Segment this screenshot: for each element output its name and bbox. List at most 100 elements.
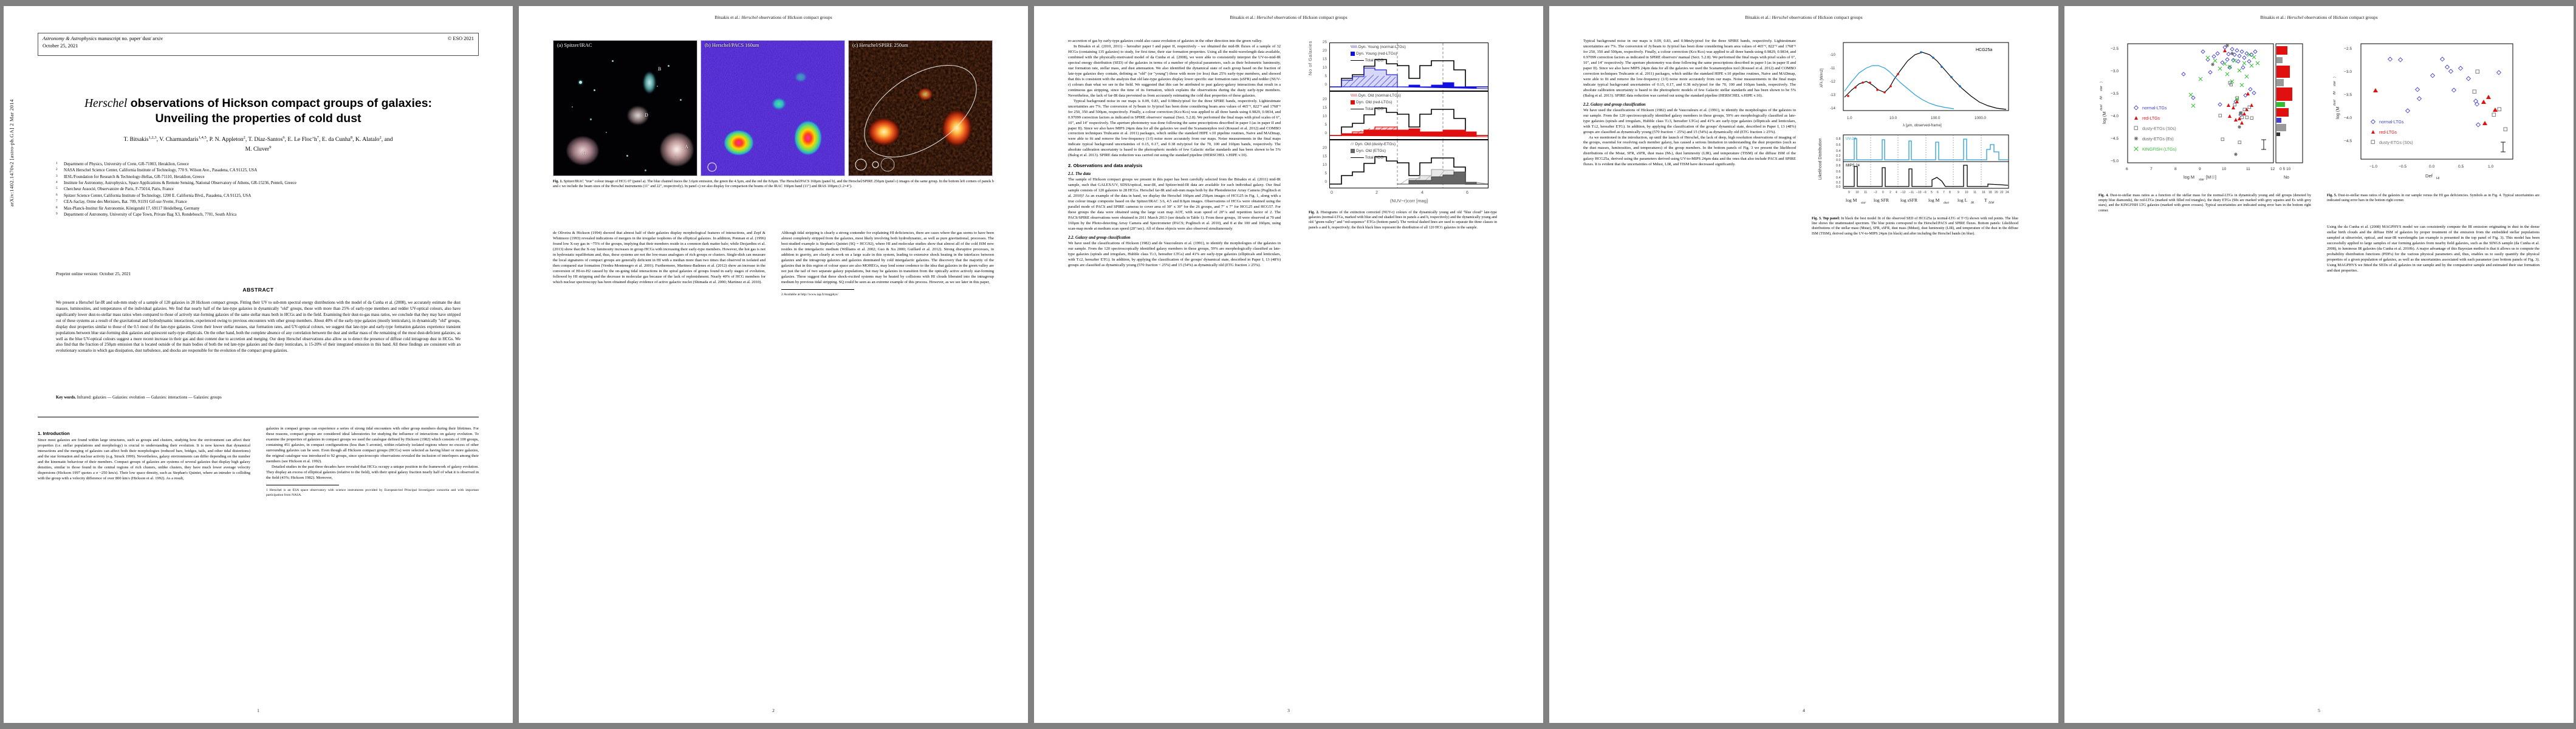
panel-label: (b) Herschel/PACS 160um <box>705 43 759 48</box>
svg-text:−1.0: −1.0 <box>2369 165 2377 169</box>
svg-text:9: 9 <box>1958 191 1959 194</box>
legend-item: Total HCG <box>1351 107 1383 111</box>
svg-text:−3.0: −3.0 <box>2344 70 2352 74</box>
list-item: 6 Spitzer Science Center, California Inst… <box>56 193 252 198</box>
svg-text:KINGFISH (LTGs): KINGFISH (LTGs) <box>2142 148 2176 152</box>
svg-text:ISM: ISM <box>1988 201 1994 205</box>
footnote: 1 Herschel is an ESA space observatory w… <box>266 488 479 497</box>
paragraph: We have used the classifications of Hick… <box>1583 108 1796 134</box>
section-heading-introduction: 1. Introduction <box>38 431 70 436</box>
author-list: T. Bitsakis1,2,3, V. Charmandaris1,4,5, … <box>38 135 479 154</box>
figure-panel-spitzer-irac: (a) Spitzer/IRAC <box>553 40 697 176</box>
figure-4-plot: −2.5 −3.0 −3.5 −4.0 −4.5 −5.0 6 7 8 9 10 11 12 0 … <box>2100 43 2303 182</box>
preprint-line: Preprint online version: October 25, 202… <box>56 271 131 276</box>
figure-2-panel-b: \\\\\\ Dyn. Old (normal-LTGs) Dyn. Old (… <box>1329 91 1488 140</box>
date-line: October 25, 2021 <box>43 43 78 49</box>
figure-2-xlabel: (NUV−r)corr [mag] <box>1389 198 1428 204</box>
svg-text:−4.5: −4.5 <box>2111 137 2119 141</box>
svg-text:0.6: 0.6 <box>1836 143 1841 147</box>
svg-text:−3.5: −3.5 <box>2344 93 2352 97</box>
page-3: Bitsakis et al.: Herschel observations o… <box>1034 6 1543 723</box>
footnote-divider <box>781 289 854 290</box>
histogram-c <box>1330 140 1488 188</box>
svg-text:normal-LTGs: normal-LTGs <box>2142 106 2167 111</box>
svg-text:No: No <box>2284 176 2289 180</box>
svg-text:11: 11 <box>1864 191 1867 194</box>
legend-item: Total HCG <box>1351 58 1383 63</box>
title-line1-rest: observations of Hickson compact groups o… <box>127 97 433 110</box>
list-item: 5 Chercheur Associé, Observatoire de Pari… <box>56 187 174 192</box>
svg-text:): ) <box>2100 81 2103 83</box>
keywords-value: Infrared: galaxies — Galaxies: evolution… <box>77 395 222 400</box>
legend-item: Dyn. Old (red-LTGs) <box>1351 100 1392 104</box>
figure-3: -14 -13 -12 -11 -10 1.0 10.0 100.0 1000.0 λ [… <box>1812 39 2018 239</box>
legend-item: Dyn. Young (red-LTGs) <box>1351 52 1397 56</box>
svg-text:−3.0: −3.0 <box>2111 69 2119 74</box>
svg-text:log M: log M <box>1846 197 1857 203</box>
svg-text:Likelihood Distribution: Likelihood Distribution <box>1818 138 1823 180</box>
legend-item: \\\\\\ Dyn. Young (normal-LTGs) <box>1351 45 1406 49</box>
figure-5-plot: −2.5 −3.0 −3.5 −4.0 −4.5 −1.0 −0.5 0.0 0.5 1.0… <box>2333 43 2513 180</box>
svg-text:−5.0: −5.0 <box>2111 159 2119 163</box>
paragraph: Since most galaxies are found within lar… <box>38 438 250 481</box>
svg-text:6: 6 <box>2126 167 2128 171</box>
svg-text:0 5 10: 0 5 10 <box>2280 167 2291 171</box>
svg-text:−2.5: −2.5 <box>2344 47 2352 51</box>
svg-text:/M: /M <box>2100 96 2103 100</box>
legend-item: /// Dyn. Old (dusty-ETGs) <box>1351 142 1396 146</box>
page-number: 1 <box>257 708 259 713</box>
svg-text:dust: dust <box>2333 100 2337 106</box>
histogram-a <box>1330 43 1488 91</box>
column-left: 1. Introduction Since most galaxies are … <box>38 426 250 501</box>
page-number: 3 <box>1287 708 1290 713</box>
panel-label: (a) Spitzer/IRAC <box>557 43 592 48</box>
svg-text:MIPS 24: MIPS 24 <box>1846 164 1860 168</box>
column-left: −2.5 −3.0 −3.5 −4.0 −4.5 −5.0 6 7 8 9 10 11 12 0 … <box>2098 39 2311 274</box>
svg-text:HCG25a: HCG25a <box>1976 48 1992 52</box>
svg-text:4: 4 <box>1896 191 1897 194</box>
galaxy-label-c: C <box>583 150 586 156</box>
journal-header-box: © ESO 2021 Astronomy & Astrophysics Astr… <box>38 33 479 56</box>
figure-1-caption: Fig. 1. Spitzer/IRAC "true" colour image… <box>553 180 994 189</box>
paragraph: We have used the classifications of Hick… <box>1068 241 1281 267</box>
paragraph: Detailed studies in the past three decad… <box>266 464 479 480</box>
svg-text:star: star <box>1861 201 1866 205</box>
svg-text:0.6: 0.6 <box>1836 170 1841 174</box>
running-head: Bitsakis et al.: Herschel observations o… <box>1745 15 1863 20</box>
svg-text:dusty-ETGs (S0s): dusty-ETGs (S0s) <box>2142 127 2176 131</box>
svg-text:22: 22 <box>2000 191 2004 194</box>
subsection-heading-classification: 2.2. Galaxy and group classification <box>1583 102 1646 107</box>
figure-panel-pacs-160: (b) Herschel/PACS 160um <box>701 40 845 176</box>
figure-2-panel-a: \\\\\\ Dyn. Young (normal-LTGs) Dyn. You… <box>1329 43 1488 91</box>
svg-text:0.4: 0.4 <box>1836 149 1841 153</box>
svg-text:6: 6 <box>1937 191 1939 194</box>
running-head: Bitsakis et al.: Herschel observations o… <box>1230 15 1348 20</box>
subsection-heading-data: 2.1. The data <box>1068 172 1091 177</box>
svg-text:λ [μm, observed-frame]: λ [μm, observed-frame] <box>1903 123 1942 128</box>
svg-text:0.0: 0.0 <box>2429 165 2434 169</box>
svg-text:100.0: 100.0 <box>1931 116 1941 120</box>
figure-2-panel-c: /// Dyn. Old (dusty-ETGs) Dyn. Old (ETGs… <box>1329 140 1488 188</box>
figure-1: (a) Spitzer/IRAC <box>553 40 994 189</box>
manuscript-line: Astronomy & Astrophysics Astronomy & Ast… <box>43 36 163 41</box>
affiliation-list: 1 Department of Physics, University of Cr… <box>56 162 463 218</box>
list-item: 3 IESL/Foundation for Research & Technolo… <box>56 174 205 179</box>
abstract-heading: ABSTRACT <box>242 287 274 293</box>
body-columns: 1. Introduction Since most galaxies are … <box>38 426 479 501</box>
keywords-label: Key words. <box>56 395 77 400</box>
paragraph: de Oliveira & Hickson (1994) showed that… <box>553 231 766 284</box>
paragraph: Typical background noise in our maps is … <box>1583 39 1796 98</box>
svg-text:star: star <box>2333 81 2337 86</box>
svg-text:20: 20 <box>1995 191 1998 194</box>
svg-text:log SFR: log SFR <box>1874 197 1889 203</box>
figure-2-caption: Fig. 2. Histograms of the extinction cor… <box>1309 211 1497 230</box>
svg-text:red-LTGs: red-LTGs <box>2379 131 2397 135</box>
svg-text:0.8: 0.8 <box>1836 164 1841 168</box>
svg-text:star: star <box>2100 86 2103 91</box>
page-4: Bitsakis et al.: Herschel observations o… <box>1549 6 2058 723</box>
svg-text:−2: −2 <box>1874 191 1877 194</box>
svg-text:9: 9 <box>1848 191 1850 194</box>
svg-text:0.5: 0.5 <box>2458 165 2464 169</box>
section-heading-observations: 2. Observations and data analysis <box>1068 163 1143 169</box>
